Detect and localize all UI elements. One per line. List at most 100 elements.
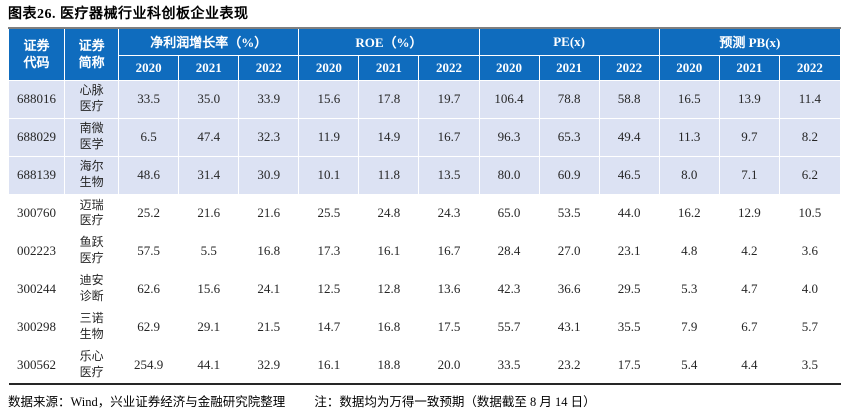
data-note: 注：数据均为万得一致预期（数据截至 8 月 14 日）: [314, 395, 596, 409]
value-cell: 4.2: [719, 232, 780, 270]
security-code: 688139: [7, 155, 66, 195]
value-cell: 21.6: [178, 194, 239, 232]
value-cell: 16.1: [358, 232, 419, 270]
col-header-code: 证券 代码: [7, 27, 66, 81]
value-cell: 47.4: [178, 117, 240, 157]
table-body: 688016 心脉 医疗 33.5 35.0 33.9 15.6 17.8 19.7 106.4…: [7, 79, 842, 384]
table-row: 300760 迈瑞 医疗 25.2 21.6 21.6 25.5 24.8 24.3 65.0 5…: [8, 194, 841, 232]
security-code: 688016: [7, 79, 66, 119]
value-cell: 18.8: [358, 346, 419, 384]
group-header-forecast-pb: 预测 PB(x): [658, 27, 842, 56]
value-cell: 3.5: [779, 346, 841, 384]
value-cell: 62.9: [118, 308, 179, 346]
table-row: 300298 三诺 生物 62.9 29.1 21.5 14.7 16.8 17.5 55.7 4…: [8, 308, 841, 346]
value-cell: 31.4: [178, 155, 240, 195]
table-header: 证券 代码 证券 简称 净利润增长率（%） ROE（%） PE(x) 预测 PB…: [7, 27, 842, 81]
value-cell: 17.8: [358, 79, 420, 119]
value-cell: 10.5: [779, 194, 841, 232]
table-row: 002223 鱼跃 医疗 57.5 5.5 16.8 17.3 16.1 16.7 28.4 27…: [8, 232, 841, 270]
value-cell: 25.5: [298, 194, 359, 232]
value-cell: 106.4: [478, 79, 540, 119]
value-cell: 33.5: [118, 79, 180, 119]
table-row: 300244 迪安 诊断 62.6 15.6 24.1 12.5 12.8 13.6 42.3 3…: [8, 270, 841, 308]
value-cell: 32.9: [238, 346, 299, 384]
value-cell: 11.8: [358, 155, 420, 195]
value-cell: 23.2: [539, 346, 600, 384]
year-header: 2021: [178, 54, 240, 81]
security-code: 300760: [8, 194, 65, 232]
year-header: 2022: [238, 54, 300, 81]
group-header-roe: ROE（%）: [298, 27, 480, 56]
value-cell: 65.0: [479, 194, 540, 232]
company-performance-table: 证券 代码 证券 简称 净利润增长率（%） ROE（%） PE(x) 预测 PB…: [7, 27, 842, 385]
value-cell: 8.0: [658, 155, 720, 195]
value-cell: 5.5: [178, 232, 239, 270]
value-cell: 4.7: [719, 270, 780, 308]
source-note: 数据来源：Wind，兴业证券经济与金融研究院整理: [8, 395, 286, 409]
year-header: 2020: [118, 54, 180, 81]
year-header: 2021: [538, 54, 600, 81]
year-header: 2022: [778, 54, 842, 81]
table-row: 688016 心脉 医疗 33.5 35.0 33.9 15.6 17.8 19.7 106.4…: [7, 79, 842, 119]
value-cell: 62.6: [118, 270, 179, 308]
value-cell: 48.6: [118, 155, 180, 195]
value-cell: 5.3: [659, 270, 720, 308]
value-cell: 29.5: [599, 270, 660, 308]
value-cell: 32.3: [238, 117, 300, 157]
value-cell: 8.2: [778, 117, 842, 157]
security-code: 688029: [7, 117, 66, 157]
value-cell: 29.1: [178, 308, 239, 346]
value-cell: 43.1: [539, 308, 600, 346]
value-cell: 78.8: [538, 79, 600, 119]
value-cell: 55.7: [479, 308, 540, 346]
security-code: 002223: [8, 232, 65, 270]
table-row: 688139 海尔 生物 48.6 31.4 30.9 10.1 11.8 13.5 80.0 6…: [7, 155, 842, 195]
security-name: 迪安 诊断: [64, 270, 119, 308]
security-name: 海尔 生物: [64, 155, 120, 195]
security-name: 乐心 医疗: [64, 346, 119, 384]
value-cell: 65.3: [538, 117, 600, 157]
value-cell: 12.8: [358, 270, 419, 308]
value-cell: 57.5: [118, 232, 179, 270]
year-header: 2022: [598, 54, 660, 81]
value-cell: 13.6: [418, 270, 480, 308]
value-cell: 24.3: [418, 194, 480, 232]
value-cell: 5.4: [659, 346, 720, 384]
value-cell: 58.8: [598, 79, 660, 119]
value-cell: 20.0: [418, 346, 480, 384]
security-name: 三诺 生物: [64, 308, 119, 346]
value-cell: 11.3: [658, 117, 720, 157]
value-cell: 25.2: [118, 194, 179, 232]
value-cell: 36.6: [539, 270, 600, 308]
value-cell: 6.5: [118, 117, 180, 157]
year-header: 2021: [358, 54, 420, 81]
value-cell: 30.9: [238, 155, 300, 195]
value-cell: 7.9: [659, 308, 720, 346]
value-cell: 15.6: [298, 79, 360, 119]
value-cell: 6.2: [778, 155, 842, 195]
value-cell: 12.5: [298, 270, 359, 308]
value-cell: 44.0: [599, 194, 660, 232]
value-cell: 11.4: [778, 79, 842, 119]
value-cell: 23.1: [599, 232, 660, 270]
value-cell: 33.5: [479, 346, 540, 384]
value-cell: 53.5: [539, 194, 600, 232]
group-header-net-profit-growth: 净利润增长率（%）: [118, 27, 300, 56]
year-header: 2020: [298, 54, 360, 81]
value-cell: 4.0: [779, 270, 841, 308]
year-header: 2020: [658, 54, 720, 81]
value-cell: 21.5: [238, 308, 299, 346]
value-cell: 24.1: [238, 270, 299, 308]
value-cell: 13.9: [718, 79, 780, 119]
value-cell: 17.3: [298, 232, 359, 270]
value-cell: 17.5: [599, 346, 660, 384]
value-cell: 16.1: [298, 346, 359, 384]
security-code: 300244: [8, 270, 65, 308]
table-row: 300562 乐心 医疗 254.9 44.1 32.9 16.1 18.8 20.0 33.5…: [8, 346, 841, 384]
value-cell: 28.4: [479, 232, 540, 270]
value-cell: 16.5: [658, 79, 720, 119]
security-name: 鱼跃 医疗: [64, 232, 119, 270]
value-cell: 16.2: [659, 194, 720, 232]
value-cell: 27.0: [539, 232, 600, 270]
value-cell: 4.4: [719, 346, 780, 384]
